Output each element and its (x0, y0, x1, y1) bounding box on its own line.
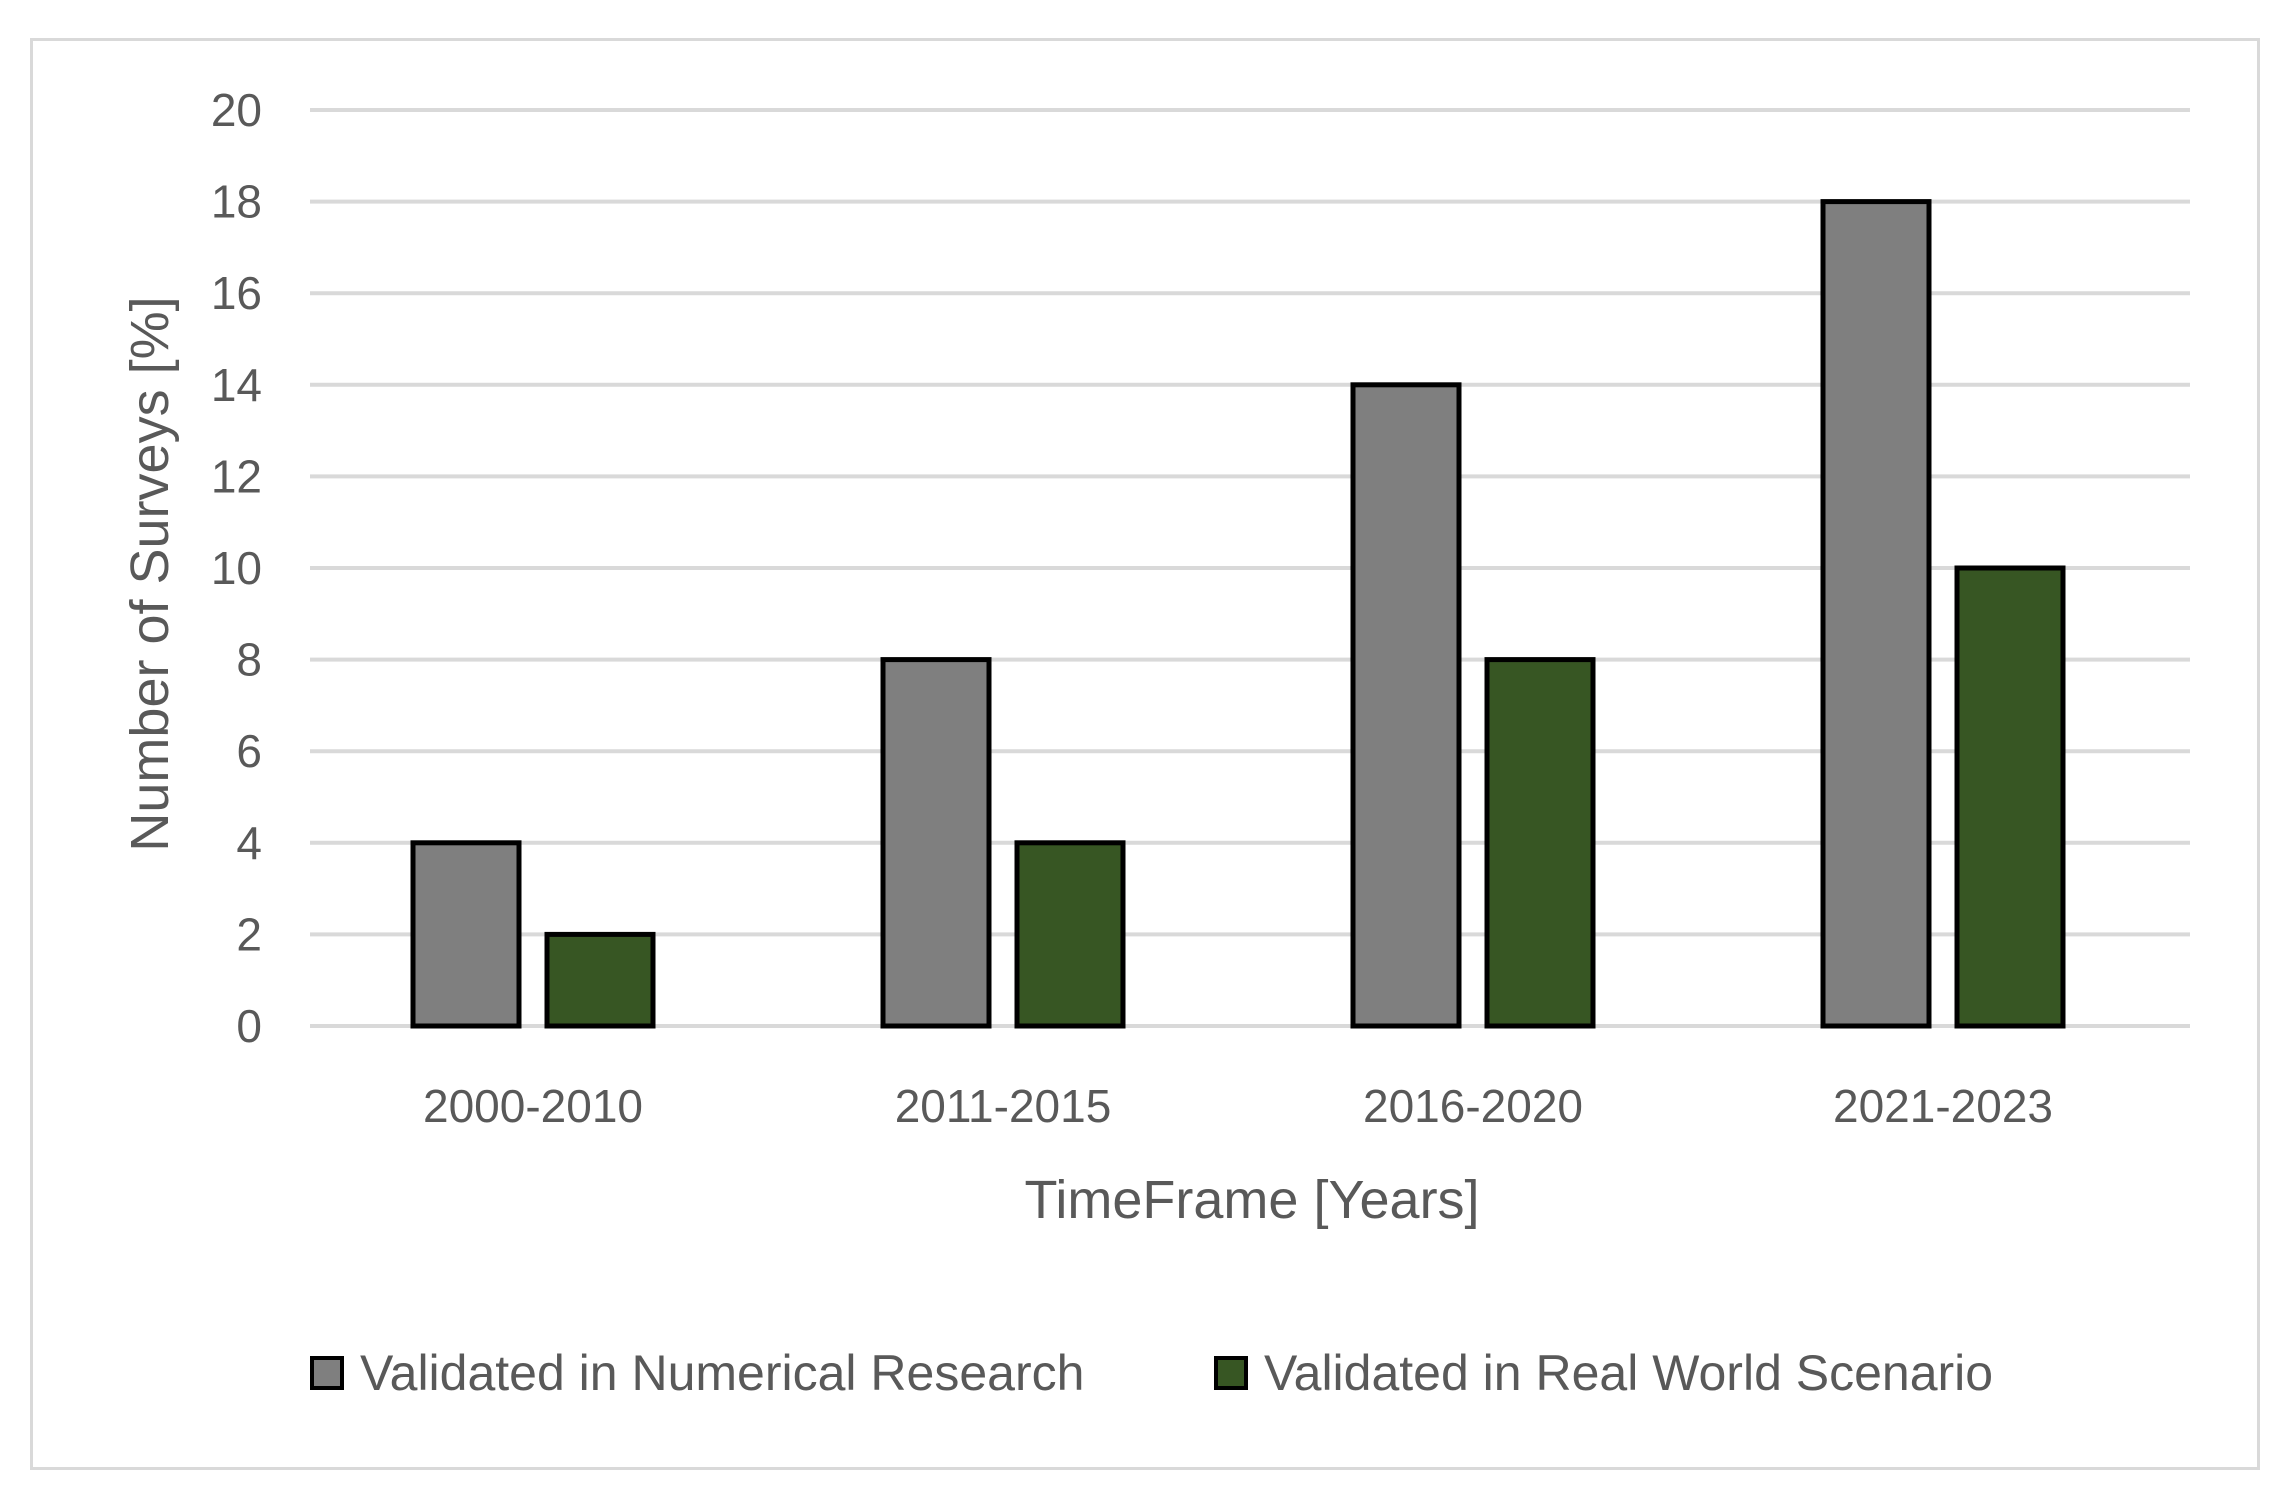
y-tick-label: 10 (211, 542, 262, 594)
bar-numerical-2016-2020 (1350, 382, 1462, 1029)
bar-numerical-2011-2015 (880, 657, 992, 1029)
legend-item-numerical: Validated in Numerical Research (310, 1345, 1084, 1401)
bar-real-world-2021-2023 (1954, 565, 2066, 1029)
bar-real-world-2000-2010 (544, 931, 656, 1029)
x-tick-label: 2011-2015 (895, 1080, 1112, 1132)
legend-label-numerical: Validated in Numerical Research (360, 1345, 1084, 1401)
legend-swatch-numerical (310, 1356, 344, 1390)
y-axis-ticks: 0 2 4 6 8 10 12 14 16 18 20 (211, 84, 262, 1052)
x-tick-label: 2021-2023 (1833, 1080, 2053, 1132)
y-tick-label: 18 (211, 176, 262, 228)
y-tick-label: 20 (211, 84, 262, 136)
y-tick-label: 0 (236, 1000, 262, 1052)
y-tick-label: 4 (236, 817, 262, 869)
legend-label-real-world: Validated in Real World Scenario (1264, 1345, 1993, 1401)
x-tick-label: 2000-2010 (423, 1080, 643, 1132)
legend: Validated in Numerical Research Validate… (310, 1345, 1993, 1401)
x-tick-label: 2016-2020 (1363, 1080, 1583, 1132)
legend-item-real-world: Validated in Real World Scenario (1214, 1345, 1993, 1401)
x-axis-title: TimeFrame [Years] (1024, 1170, 1479, 1230)
y-axis-title: Number of Surveys [%] (120, 296, 180, 851)
y-tick-label: 16 (211, 267, 262, 319)
bar-real-world-2016-2020 (1484, 657, 1596, 1029)
y-tick-label: 12 (211, 450, 262, 502)
legend-swatch-real-world (1214, 1356, 1248, 1390)
bars (410, 199, 2066, 1029)
bar-real-world-2011-2015 (1014, 840, 1126, 1029)
y-tick-label: 6 (236, 725, 262, 777)
y-tick-label: 8 (236, 634, 262, 686)
bar-numerical-2000-2010 (410, 840, 522, 1029)
y-tick-label: 2 (236, 908, 262, 960)
x-axis-ticks: 2000-2010 2011-2015 2016-2020 2021-2023 (423, 1080, 2053, 1132)
bar-numerical-2021-2023 (1820, 199, 1932, 1029)
y-tick-label: 14 (211, 359, 262, 411)
